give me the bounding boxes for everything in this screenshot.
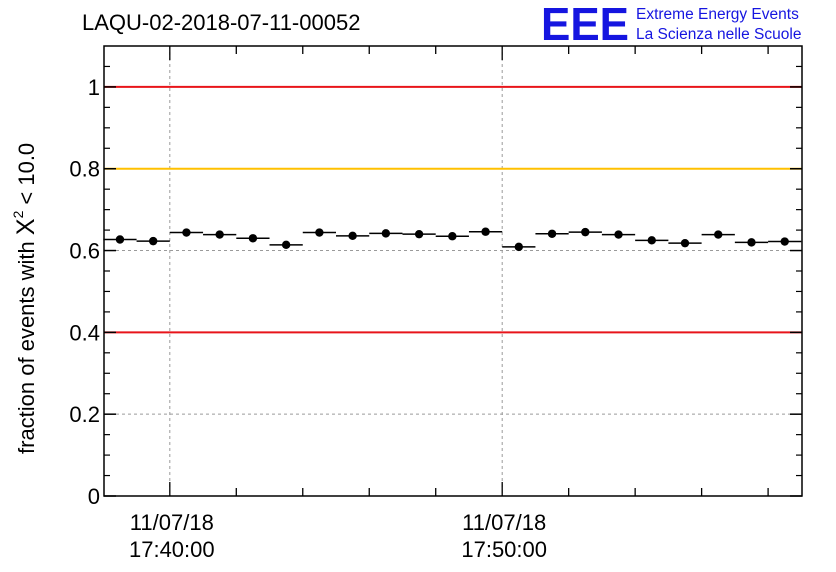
x-tick-label-time: 17:50:00 [461, 537, 547, 562]
data-point [381, 229, 391, 238]
grid [104, 46, 802, 497]
y-axis-label-main: fraction of events with [14, 241, 39, 454]
y-tick-label: 1 [88, 75, 100, 100]
x-tick-label-date: 11/07/18 [462, 510, 546, 535]
data-point [115, 235, 125, 244]
data-point [348, 231, 357, 241]
data-point [547, 229, 557, 238]
logo-line-1: Extreme Energy Events [636, 6, 799, 23]
data-point [647, 236, 656, 245]
y-axis-label-exponent: 2 [10, 210, 26, 218]
data-point [514, 242, 524, 252]
data-point [315, 228, 324, 237]
y-tick-label: 0.2 [69, 402, 100, 427]
data-point [148, 236, 158, 246]
axis-labels: 00.20.40.60.8111/07/1817:40:0011/07/1817… [69, 75, 547, 562]
plot-frame [103, 45, 803, 497]
data-point [281, 240, 291, 250]
y-tick-label: 0 [88, 484, 100, 509]
data-point [614, 230, 623, 239]
logo-mark: EEE [541, 0, 629, 50]
y-axis-label-tail: < 10.0 [14, 143, 39, 205]
data-point [448, 232, 457, 241]
x-tick-label-time: 17:40:00 [129, 537, 215, 562]
data-point [414, 229, 424, 239]
data-point [780, 237, 789, 246]
x-tick-label-date: 11/07/18 [130, 510, 214, 535]
y-tick-label: 0.4 [69, 320, 100, 345]
y-axis-label: fraction of events with X2 < 10.0 [10, 143, 40, 454]
axis-ticks [104, 46, 802, 497]
data-point [248, 234, 258, 243]
data-point [747, 238, 756, 247]
data-point [714, 230, 723, 239]
logo-line-2: La Scienza nelle Scuole [636, 26, 801, 43]
data-point [182, 228, 191, 237]
reference-lines [104, 85, 802, 334]
y-tick-label: 0.6 [69, 239, 100, 264]
data-point [215, 230, 224, 239]
y-axis-label-chi: X [12, 218, 40, 235]
data-series [103, 227, 802, 252]
chart-title: LAQU-02-2018-07-11-00052 [82, 10, 360, 35]
data-point [581, 227, 590, 237]
data-point [680, 238, 690, 248]
y-tick-label: 0.8 [69, 157, 100, 182]
eee-logo: EEE Extreme Energy Events La Scienza nel… [541, 0, 801, 50]
data-point [481, 227, 490, 236]
